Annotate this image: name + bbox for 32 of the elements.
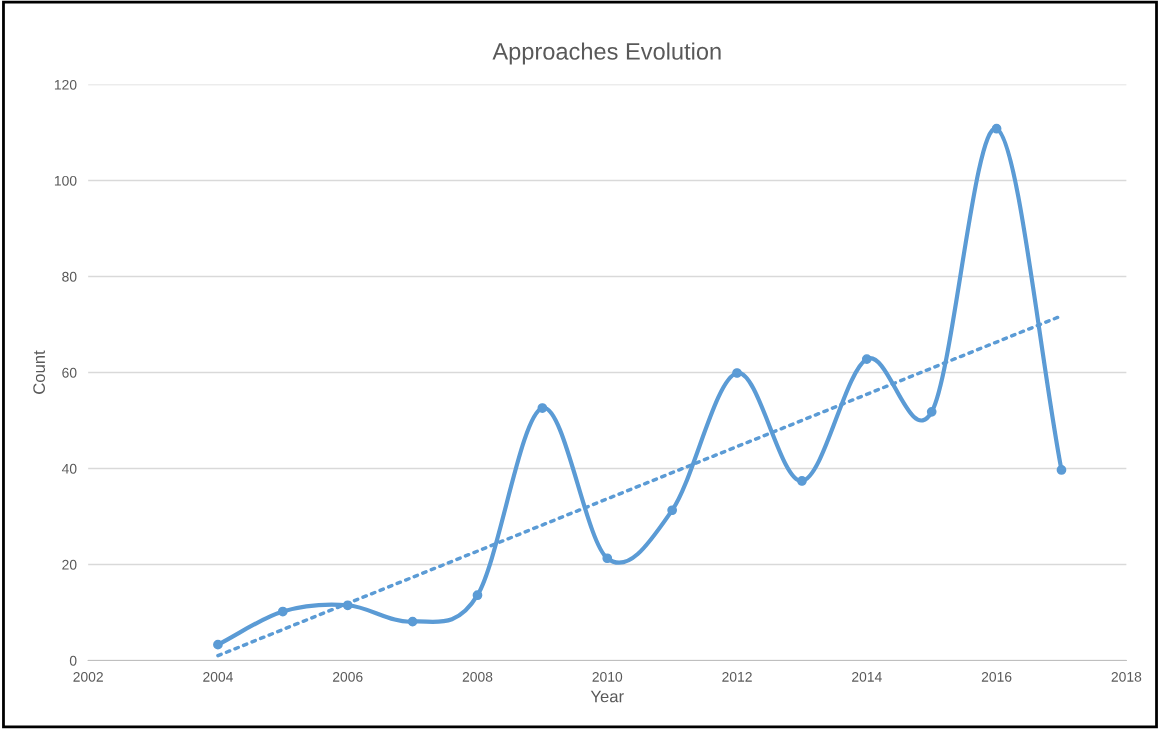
x-tick-label: 2004 xyxy=(203,671,233,682)
point xyxy=(797,476,807,486)
point xyxy=(602,553,613,564)
point xyxy=(991,123,1002,134)
x-tick-label: 2016 xyxy=(981,671,1012,682)
y-tick-label: 120 xyxy=(54,79,77,90)
x-tick-label: 2006 xyxy=(332,671,363,682)
point xyxy=(213,639,223,650)
point xyxy=(926,407,937,417)
point xyxy=(472,590,483,601)
point xyxy=(277,606,288,617)
x-tick-label: 2002 xyxy=(73,671,103,682)
x-axis-title: Year xyxy=(590,690,624,703)
y-axis-title: Count xyxy=(33,350,46,394)
x-tick-label: 2008 xyxy=(462,671,493,682)
x-tick-label: 2012 xyxy=(722,671,752,682)
y-tick-label: 100 xyxy=(54,175,77,186)
x-tick-label: 2018 xyxy=(1111,671,1142,682)
point xyxy=(732,368,742,378)
y-tick-label: 20 xyxy=(62,559,77,570)
point xyxy=(537,403,548,413)
y-tick-label: 0 xyxy=(69,655,77,666)
point xyxy=(1056,465,1067,475)
y-tick-label: 40 xyxy=(61,463,77,474)
point xyxy=(861,354,872,364)
y-tick-label: 60 xyxy=(62,367,77,378)
x-tick-label: 2010 xyxy=(592,671,623,682)
x-tick-label: 2014 xyxy=(852,671,882,682)
chart-title: Approaches Evolution xyxy=(492,42,721,65)
point xyxy=(407,616,418,627)
y-tick-label: 80 xyxy=(62,271,77,282)
point xyxy=(667,505,678,516)
